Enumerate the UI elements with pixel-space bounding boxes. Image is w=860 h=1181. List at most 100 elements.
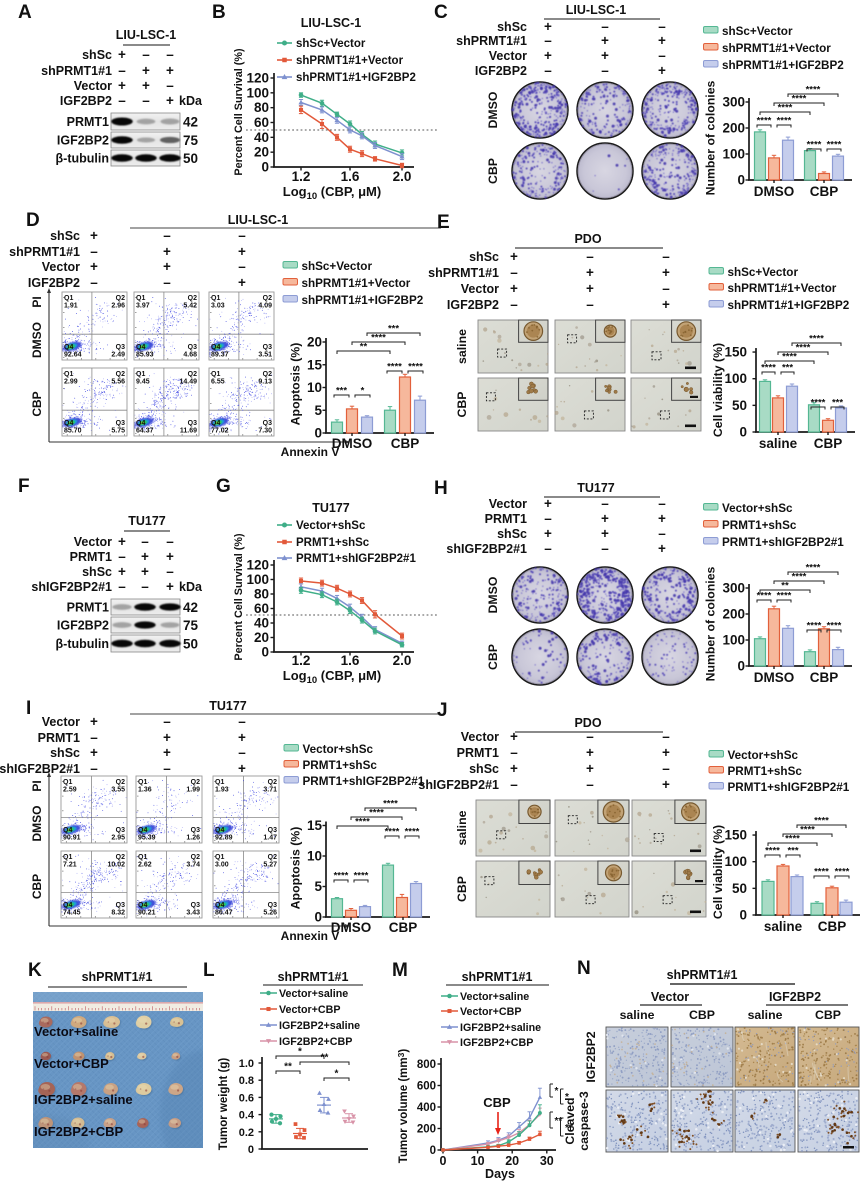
svg-text:85.93: 85.93 [136,352,154,359]
svg-text:60: 60 [254,115,269,130]
svg-text:9.45: 9.45 [136,379,150,386]
svg-text:+: + [601,33,609,48]
svg-text:****: **** [765,846,780,857]
svg-text:+: + [118,564,126,579]
svg-text:****: **** [807,140,822,151]
svg-text:0.4: 0.4 [239,1110,255,1122]
svg-text:–: – [662,729,670,744]
svg-text:saline: saline [764,919,803,934]
svg-text:–: – [238,228,246,243]
svg-text:**: ** [360,342,368,353]
svg-text:IGF2BP2: IGF2BP2 [57,134,109,148]
svg-text:5.56: 5.56 [111,379,125,386]
svg-text:PRMT1: PRMT1 [67,115,109,129]
svg-text:+: + [662,777,670,792]
svg-text:+: + [142,78,150,93]
svg-text:PRMT1+shSc: PRMT1+shSc [303,759,378,772]
svg-text:–: – [544,511,552,526]
svg-text:*: * [298,1047,302,1058]
svg-text:shSc+Vector: shSc+Vector [722,25,793,38]
svg-text:****: **** [385,827,400,838]
svg-text:saline: saline [455,810,469,845]
svg-text:+: + [586,281,594,296]
svg-text:I: I [26,698,31,719]
svg-text:+: + [601,526,609,541]
svg-text:**: ** [781,581,789,592]
svg-text:+: + [658,541,666,556]
svg-text:CBP: CBP [810,184,839,199]
svg-text:50: 50 [183,151,198,166]
svg-text:DMSO: DMSO [754,184,795,199]
svg-text:+: + [510,249,518,264]
svg-text:CBP: CBP [689,1008,715,1022]
svg-text:DMSO: DMSO [30,322,44,358]
svg-text:****: **** [835,867,850,878]
svg-text:+: + [118,534,126,549]
svg-text:****: **** [387,362,402,373]
svg-text:10: 10 [471,1154,485,1168]
svg-text:–: – [166,47,174,62]
svg-text:–: – [141,579,149,594]
svg-text:shPRMT1#1: shPRMT1#1 [9,245,80,259]
svg-text:**: ** [555,1116,563,1127]
svg-text:5: 5 [314,403,322,418]
svg-text:****: **** [355,817,370,828]
svg-text:TU177: TU177 [209,699,247,713]
svg-text:1.91: 1.91 [64,303,78,310]
svg-text:Q2: Q2 [191,779,200,786]
svg-text:10: 10 [307,849,322,864]
svg-text:Number of colonies: Number of colonies [704,566,718,681]
svg-text:80: 80 [254,100,269,115]
svg-text:****: **** [369,808,384,819]
svg-text:**: ** [321,1053,329,1064]
svg-text:****: **** [814,867,829,878]
svg-text:+: + [586,265,594,280]
svg-text:β-tubulin: β-tubulin [56,152,109,166]
svg-text:TU177: TU177 [312,501,350,515]
svg-text:Q3: Q3 [263,420,272,427]
svg-text:PRMT1+shSc: PRMT1+shSc [722,519,797,532]
svg-text:****: **** [809,334,824,345]
svg-text:120: 120 [246,558,269,573]
svg-text:Q3: Q3 [191,902,200,909]
svg-text:+: + [166,63,174,78]
svg-text:+: + [142,63,150,78]
svg-text:40: 40 [254,616,269,631]
svg-text:kDa: kDa [179,580,203,594]
svg-text:***: *** [388,324,399,335]
svg-text:1.0: 1.0 [239,1058,254,1070]
svg-text:PRMT1+shSc: PRMT1+shSc [296,537,370,549]
svg-text:****: **** [777,116,792,127]
svg-text:Cleaved: Cleaved [563,1097,577,1144]
svg-text:CBP: CBP [389,920,418,935]
svg-text:Vector+shSc: Vector+shSc [728,749,799,762]
svg-text:1.99: 1.99 [186,787,200,794]
svg-text:LIU-LSC-1: LIU-LSC-1 [301,16,361,30]
svg-text:100: 100 [722,633,745,648]
svg-text:Q1: Q1 [63,779,72,786]
svg-text:PRMT1+shIGF2BP2#1: PRMT1+shIGF2BP2#1 [296,553,416,565]
svg-text:11.69: 11.69 [180,428,197,435]
svg-text:CBP: CBP [815,1008,841,1022]
svg-text:1.93: 1.93 [215,787,229,794]
svg-text:C: C [434,2,448,23]
svg-text:–: – [544,33,552,48]
svg-text:Vector+saline: Vector+saline [34,1024,118,1039]
svg-text:+: + [166,579,174,594]
svg-text:–: – [544,541,552,556]
svg-text:+: + [601,48,609,63]
svg-text:+: + [238,244,246,259]
svg-text:Vector: Vector [42,715,80,729]
svg-text:+: + [586,761,594,776]
svg-text:Percent Cell Survival (%): Percent Cell Survival (%) [233,48,245,176]
svg-text:+: + [118,78,126,93]
svg-text:**: ** [284,1062,292,1073]
svg-text:shSc+Vector: shSc+Vector [728,266,799,279]
svg-text:+: + [544,526,552,541]
svg-text:200: 200 [417,1124,436,1136]
svg-text:4.09: 4.09 [258,303,272,310]
svg-text:Q2: Q2 [191,854,200,861]
svg-text:Q3: Q3 [268,827,277,834]
svg-text:shPRMT1#1+Vector: shPRMT1#1+Vector [296,55,404,67]
svg-text:F: F [18,476,30,497]
